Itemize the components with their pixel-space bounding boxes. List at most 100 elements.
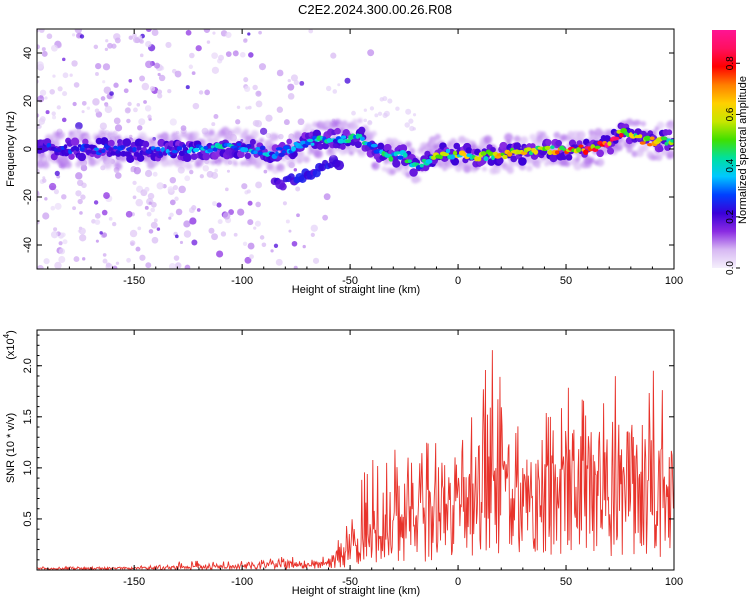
spectrogram-halo-point bbox=[483, 135, 493, 144]
spectrogram-ridge-point bbox=[243, 147, 249, 153]
spectrogram-scatter-point bbox=[395, 106, 400, 111]
spectrogram-scatter-point bbox=[263, 169, 268, 174]
spectrogram-ridge-point bbox=[441, 152, 450, 157]
spectrogram-scatter-point bbox=[232, 50, 239, 57]
spectrogram-x-tick-label: 0 bbox=[455, 275, 461, 287]
spectrogram-halo-point bbox=[404, 165, 410, 171]
spectrogram-scatter-point bbox=[147, 114, 152, 119]
snr-x-tick-label: 100 bbox=[665, 576, 683, 588]
spectrogram-halo-point bbox=[371, 161, 380, 171]
spectrogram-y-tick-label: -40 bbox=[22, 237, 34, 253]
spectrogram-ridge-point bbox=[649, 136, 655, 141]
spectrogram-scatter-point bbox=[126, 257, 131, 263]
spectrogram-scatter-point bbox=[351, 110, 356, 116]
spectrogram-halo-point bbox=[114, 162, 123, 171]
snr-frame bbox=[36, 329, 675, 571]
spectrogram-scatter-point bbox=[220, 231, 227, 237]
spectrogram-band-point bbox=[70, 137, 80, 146]
snr-y-multiplier: (x104) bbox=[2, 330, 17, 360]
spectrogram-band-point bbox=[513, 142, 522, 150]
spectrogram-ridge-point bbox=[421, 158, 427, 163]
spectrogram-scatter-point bbox=[54, 202, 62, 210]
spectrogram-ridge-point bbox=[133, 151, 140, 157]
spectrogram-scatter-point bbox=[183, 230, 192, 238]
spectrogram-scatter-point bbox=[114, 172, 122, 179]
spectrogram-scatter-point bbox=[73, 82, 80, 88]
spectrogram-scatter-point bbox=[255, 100, 263, 108]
spectrogram-band-point bbox=[182, 153, 192, 162]
spectrogram-scatter-point bbox=[54, 170, 60, 176]
snr-y-tick-label: 0.5 bbox=[22, 511, 34, 526]
spectrogram-ridge-point bbox=[90, 150, 98, 155]
spectrogram-y-ticks: -40 -20 0 20 40 bbox=[22, 28, 674, 270]
spectrogram-scatter-point bbox=[38, 29, 45, 33]
spectrogram-ridge-point bbox=[578, 144, 584, 148]
spectrogram-halo-point bbox=[178, 161, 187, 170]
spectrogram-scatter-point bbox=[133, 166, 141, 175]
spectrogram-scatter-point bbox=[105, 39, 109, 43]
spectrogram-scatter-point bbox=[99, 231, 103, 235]
spectrogram-scatter-point bbox=[295, 186, 301, 192]
spectrogram-band-point bbox=[603, 135, 611, 143]
spectrogram-band-point bbox=[518, 157, 527, 166]
spectrogram-ridge-point bbox=[544, 145, 551, 150]
spectrogram-scatter-point bbox=[45, 110, 50, 115]
spectrogram-scatter-point bbox=[326, 85, 332, 92]
spectrogram-scatter-point bbox=[51, 44, 58, 52]
spectrogram-scatter-point bbox=[95, 72, 99, 76]
colorbar-tick-label: 0.0 bbox=[725, 261, 736, 275]
spectrogram-ridge-point bbox=[306, 138, 314, 143]
spectrogram-scatter-point bbox=[56, 105, 61, 110]
spectrogram-scatter-point bbox=[363, 108, 367, 112]
spectrogram-scatter-point bbox=[139, 39, 144, 44]
spectrogram-scatter-point bbox=[312, 257, 320, 264]
spectrogram-scatter-point bbox=[387, 98, 393, 104]
spectrogram-scatter-point bbox=[244, 85, 251, 92]
spectrogram-ridge-point bbox=[236, 142, 242, 147]
spectrogram-band-point bbox=[596, 149, 604, 158]
spectrogram-scatter-point bbox=[337, 83, 341, 87]
spectrogram-scatter-point bbox=[136, 103, 141, 107]
spectrogram-ridge-point bbox=[178, 150, 185, 157]
spectrogram-scatter-point bbox=[151, 201, 157, 208]
spectrogram-scatter-point bbox=[242, 241, 248, 246]
spectrogram-ridge-point bbox=[255, 146, 261, 151]
spectrogram-scatter-point bbox=[145, 40, 152, 48]
spectrogram-ridge-point bbox=[132, 146, 137, 153]
spectrogram-band-point bbox=[354, 141, 362, 149]
spectrogram-scatter-point bbox=[189, 169, 194, 175]
spectrogram-scatter-point bbox=[80, 194, 86, 200]
spectrogram-scatter-point bbox=[175, 208, 183, 216]
spectrogram-halo-point bbox=[254, 161, 262, 169]
spectrogram-halo-point bbox=[463, 138, 471, 145]
spectrogram-scatter-point bbox=[42, 178, 47, 183]
spectrogram-ridge-point bbox=[245, 144, 252, 148]
spectrogram-scatter-point bbox=[102, 63, 111, 71]
spectrogram-scatter-point bbox=[37, 79, 39, 84]
spectrogram-scatter-point bbox=[137, 226, 142, 231]
spectrogram-scatter-point bbox=[404, 122, 410, 128]
spectrogram-halo-point bbox=[513, 135, 521, 143]
spectrogram-halo-point bbox=[259, 137, 265, 143]
spectrogram-scatter-point bbox=[132, 33, 137, 38]
spectrogram-scatter-point bbox=[247, 219, 254, 226]
spectrogram-scatter-point bbox=[129, 134, 133, 139]
spectrogram-scatter-point bbox=[374, 113, 379, 118]
spectrogram-scatter-point bbox=[258, 30, 262, 35]
spectrogram-scatter-point bbox=[145, 29, 152, 33]
spectrogram-scatter-point bbox=[211, 122, 216, 127]
spectrogram-scatter-point bbox=[237, 208, 245, 216]
spectrogram-scatter-point bbox=[157, 93, 163, 99]
spectrogram-x-tick-label: 50 bbox=[560, 275, 572, 287]
spectrogram-branch-layer bbox=[270, 154, 345, 191]
spectrogram-ridge-point bbox=[445, 148, 451, 154]
spectrogram-scatter-point bbox=[157, 72, 161, 77]
spectrogram-scatter-point bbox=[212, 31, 216, 35]
spectrogram-scatter-point bbox=[94, 219, 101, 225]
spectrogram-scatter-point bbox=[246, 189, 251, 194]
spectrogram-ridge-layer bbox=[37, 118, 674, 184]
spectrogram-ridge-point bbox=[554, 150, 560, 155]
spectrogram-scatter-point bbox=[169, 199, 176, 206]
spectrogram-scatter-point bbox=[151, 29, 159, 36]
spectrogram-halo-point bbox=[107, 157, 116, 166]
